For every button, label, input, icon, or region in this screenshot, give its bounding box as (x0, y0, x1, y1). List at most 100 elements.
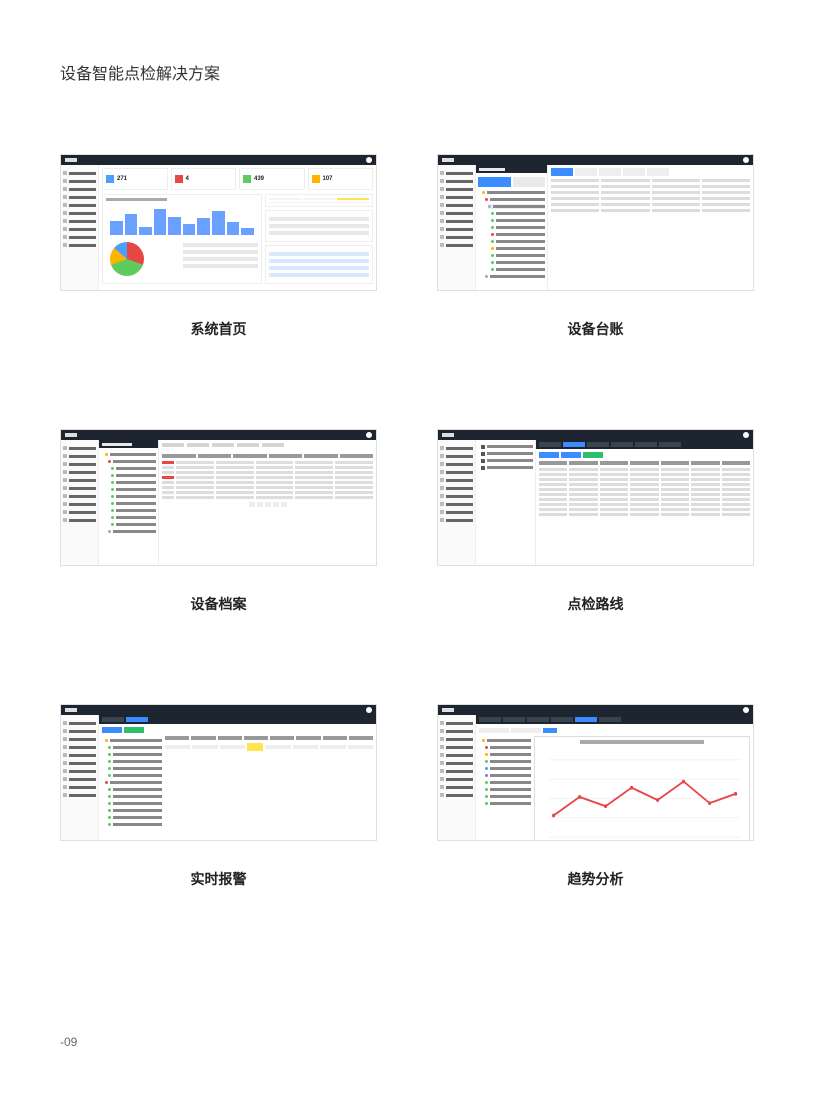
sidemenu-item[interactable] (63, 234, 96, 240)
param-item[interactable] (485, 773, 531, 778)
tree-item[interactable] (105, 452, 156, 457)
page-btn[interactable] (281, 502, 287, 507)
param-item[interactable] (485, 794, 531, 799)
sidemenu-item[interactable] (440, 194, 473, 200)
tab[interactable] (262, 443, 284, 447)
tab[interactable] (527, 717, 549, 722)
sidemenu-item[interactable] (440, 242, 473, 248)
sidemenu-item[interactable] (440, 234, 473, 240)
tree-item[interactable] (108, 801, 162, 806)
sidemenu-item[interactable] (63, 453, 96, 459)
sidemenu-item[interactable] (440, 453, 473, 459)
tab[interactable] (575, 168, 597, 176)
tree-item[interactable] (491, 232, 545, 237)
sidemenu-item[interactable] (63, 218, 96, 224)
sidemenu-item[interactable] (440, 776, 473, 782)
tree-item[interactable] (108, 529, 156, 534)
tab[interactable] (102, 717, 124, 722)
tree-item[interactable] (482, 190, 545, 195)
sidemenu-item[interactable] (63, 178, 96, 184)
tab[interactable] (635, 442, 657, 447)
page-btn[interactable] (257, 502, 263, 507)
delete-button[interactable] (583, 452, 603, 458)
sidemenu-item[interactable] (440, 202, 473, 208)
sidemenu-item[interactable] (440, 461, 473, 467)
tree-item[interactable] (108, 808, 162, 813)
sidemenu-item[interactable] (440, 493, 473, 499)
sidemenu-item[interactable] (63, 493, 96, 499)
sidemenu-item[interactable] (440, 752, 473, 758)
tab[interactable] (611, 442, 633, 447)
sidemenu-item[interactable] (440, 477, 473, 483)
person-item[interactable] (481, 444, 533, 449)
person-item[interactable] (481, 458, 533, 463)
sidemenu-item[interactable] (440, 509, 473, 515)
tab[interactable] (187, 443, 209, 447)
tree-item[interactable] (491, 267, 545, 272)
sidemenu-item[interactable] (440, 445, 473, 451)
sidemenu-item[interactable] (63, 784, 96, 790)
tab[interactable] (599, 168, 621, 176)
sidemenu-item[interactable] (440, 768, 473, 774)
param-item[interactable] (485, 766, 531, 771)
tab[interactable] (563, 442, 585, 447)
tree-item[interactable] (491, 211, 545, 216)
export-button[interactable] (561, 452, 581, 458)
param-item[interactable] (485, 801, 531, 806)
tree-item[interactable] (108, 815, 162, 820)
tree-item[interactable] (111, 522, 156, 527)
sidemenu-item[interactable] (63, 501, 96, 507)
tree-item[interactable] (111, 515, 156, 520)
tree-item[interactable] (111, 480, 156, 485)
tab[interactable] (575, 717, 597, 722)
sidemenu-item[interactable] (63, 210, 96, 216)
ignore-button[interactable] (124, 727, 144, 733)
sidemenu-item[interactable] (440, 720, 473, 726)
tab[interactable] (237, 443, 259, 447)
sidemenu-item[interactable] (63, 242, 96, 248)
sidemenu-item[interactable] (63, 509, 96, 515)
sidemenu-item[interactable] (63, 736, 96, 742)
tab[interactable] (503, 717, 525, 722)
tree-item[interactable] (105, 738, 162, 743)
sidemenu-item[interactable] (63, 744, 96, 750)
query-button[interactable] (543, 728, 557, 733)
sidemenu-item[interactable] (63, 477, 96, 483)
sidemenu-item[interactable] (440, 186, 473, 192)
tree-item[interactable] (491, 239, 545, 244)
tab[interactable] (599, 717, 621, 722)
sidemenu-item[interactable] (63, 720, 96, 726)
sidemenu-item[interactable] (440, 728, 473, 734)
tab[interactable] (126, 717, 148, 722)
tree-item[interactable] (108, 459, 156, 464)
sidemenu-item[interactable] (440, 485, 473, 491)
sidemenu-item[interactable] (63, 768, 96, 774)
sidemenu-item[interactable] (63, 792, 96, 798)
sidemenu-item[interactable] (440, 469, 473, 475)
sidemenu-item[interactable] (63, 186, 96, 192)
tree-item[interactable] (491, 218, 545, 223)
person-item[interactable] (481, 465, 533, 470)
sidemenu-item[interactable] (440, 170, 473, 176)
date-from-input[interactable] (479, 728, 509, 733)
tree-item[interactable] (488, 204, 545, 209)
sidemenu-item[interactable] (440, 744, 473, 750)
tree-item[interactable] (105, 780, 162, 785)
tab[interactable] (479, 717, 501, 722)
tree-item[interactable] (108, 752, 162, 757)
tab[interactable] (478, 177, 511, 187)
sidemenu-item[interactable] (440, 178, 473, 184)
tab[interactable] (551, 168, 573, 176)
sidemenu-item[interactable] (63, 445, 96, 451)
param-item[interactable] (482, 738, 531, 743)
sidemenu-item[interactable] (63, 202, 96, 208)
sidemenu-item[interactable] (63, 194, 96, 200)
tree-item[interactable] (491, 225, 545, 230)
param-item[interactable] (485, 787, 531, 792)
sidemenu-item[interactable] (63, 776, 96, 782)
sidemenu-item[interactable] (440, 210, 473, 216)
tree-item[interactable] (111, 473, 156, 478)
sidemenu-item[interactable] (63, 485, 96, 491)
sidemenu-item[interactable] (63, 469, 96, 475)
tree-item[interactable] (108, 773, 162, 778)
